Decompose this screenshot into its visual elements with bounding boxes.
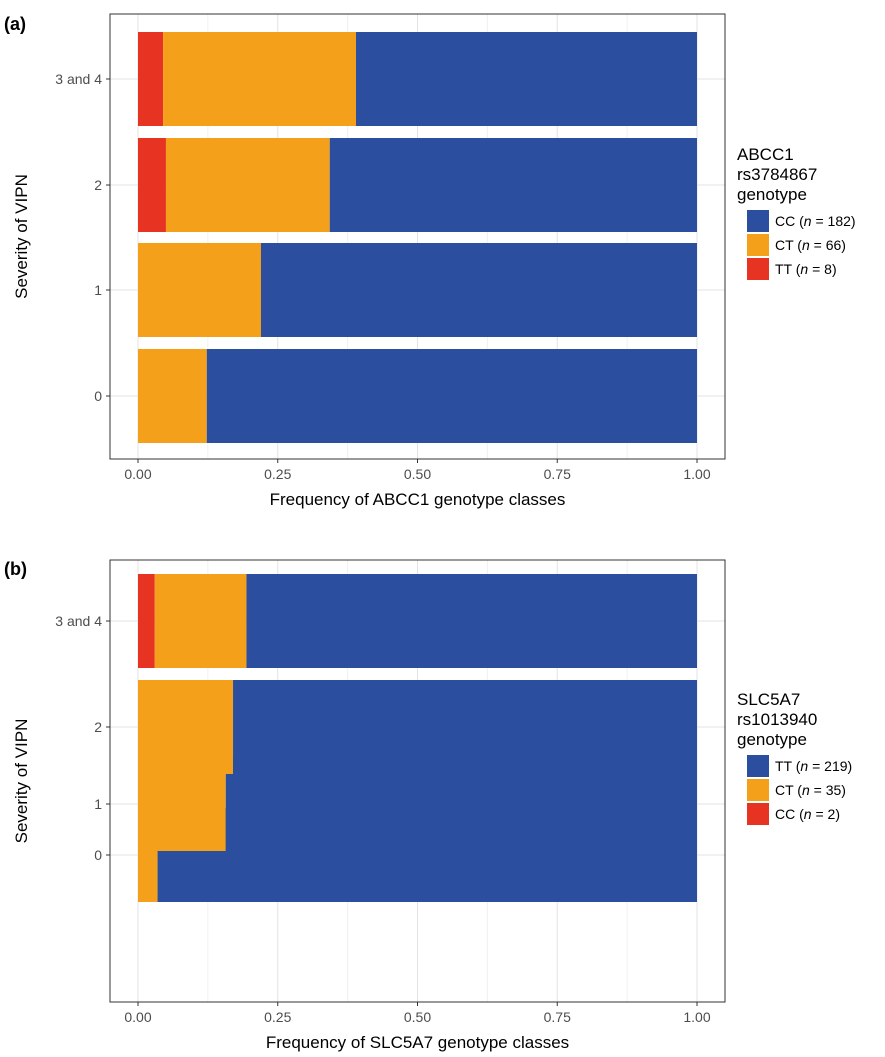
y-tick-label: 3 and 4 bbox=[55, 613, 102, 629]
bar-CC-2 bbox=[329, 138, 697, 232]
x-axis-title: Frequency of SLC5A7 genotype classes bbox=[266, 1033, 569, 1052]
y-tick-label: 1 bbox=[94, 796, 102, 812]
bar-CT-0 bbox=[138, 349, 207, 443]
bar-CT-3-and-4 bbox=[163, 32, 357, 126]
legend-label-CT: CT (n = 66) bbox=[775, 237, 846, 253]
bar-TT-2 bbox=[233, 680, 697, 774]
chart-panel-b: (b) 0 1 2 3 and 4 0.00 0.25 0.50 0.75 1.00 Frequen… bbox=[4, 559, 852, 1052]
x-tick-label: 0.00 bbox=[124, 466, 151, 482]
bar-CC-1 bbox=[260, 243, 697, 337]
panel-label: (b) bbox=[4, 559, 27, 579]
x-tick-label: 0.25 bbox=[264, 1009, 291, 1025]
bar-CT-3-and-4 bbox=[154, 574, 247, 668]
legend-title-line: rs3784867 bbox=[737, 165, 817, 184]
y-tick-label: 1 bbox=[94, 282, 102, 298]
x-axis-title: Frequency of ABCC1 genotype classes bbox=[270, 490, 566, 509]
legend-title-line: SLC5A7 bbox=[737, 690, 800, 709]
x-tick-label: 1.00 bbox=[683, 1009, 710, 1025]
bar-CC-0 bbox=[206, 349, 697, 443]
x-tick-label: 0.00 bbox=[124, 1009, 151, 1025]
legend-key-TT bbox=[747, 258, 769, 280]
legend-key-CC bbox=[747, 803, 769, 825]
y-tick-label: 3 and 4 bbox=[55, 71, 102, 87]
x-tick-label: 0.75 bbox=[544, 1009, 571, 1025]
y-tick-label: 2 bbox=[94, 177, 102, 193]
y-axis-title: Severity of VIPN bbox=[12, 174, 31, 299]
y-tick-label: 0 bbox=[94, 388, 102, 404]
y-tick-label: 2 bbox=[94, 719, 102, 735]
bar-CT-2 bbox=[165, 138, 330, 232]
legend-label-TT: TT (n = 219) bbox=[775, 758, 852, 774]
x-tick-label: 0.50 bbox=[404, 1009, 431, 1025]
bar-CT-1 bbox=[138, 243, 261, 337]
bar-CC-3-and-4 bbox=[138, 574, 155, 668]
bar-TT-3-and-4 bbox=[246, 574, 698, 668]
legend-title-line: genotype bbox=[737, 185, 807, 204]
legend-key-CC bbox=[747, 210, 769, 232]
legend-title-line: rs1013940 bbox=[737, 710, 817, 729]
bar-TT-2 bbox=[138, 138, 166, 232]
legend-key-CT bbox=[747, 234, 769, 256]
chart-panel-a: (a) 0 1 2 3 and 4 0.00 0.25 0.50 0.75 1.00 Frequen… bbox=[4, 13, 856, 509]
legend-label-CT: CT (n = 35) bbox=[775, 782, 846, 798]
legend-label-CC: CC (n = 2) bbox=[775, 806, 840, 822]
legend-key-TT bbox=[747, 755, 769, 777]
y-axis-title: Severity of VIPN bbox=[12, 719, 31, 844]
x-tick-label: 1.00 bbox=[683, 466, 710, 482]
x-tick-label: 0.25 bbox=[264, 466, 291, 482]
x-tick-label: 0.75 bbox=[544, 466, 571, 482]
legend-title-line: ABCC1 bbox=[737, 145, 794, 164]
bar-CC-3-and-4 bbox=[356, 32, 697, 126]
legend-title-line: genotype bbox=[737, 730, 807, 749]
legend-key-CT bbox=[747, 779, 769, 801]
legend-label-TT: TT (n = 8) bbox=[775, 261, 837, 277]
panel-label: (a) bbox=[4, 14, 26, 34]
x-tick-label: 0.50 bbox=[404, 466, 431, 482]
y-tick-label: 0 bbox=[94, 847, 102, 863]
bar-CT-2 bbox=[138, 680, 234, 774]
legend-label-CC: CC (n = 182) bbox=[775, 213, 856, 229]
bar-TT-3-and-4 bbox=[138, 32, 164, 126]
